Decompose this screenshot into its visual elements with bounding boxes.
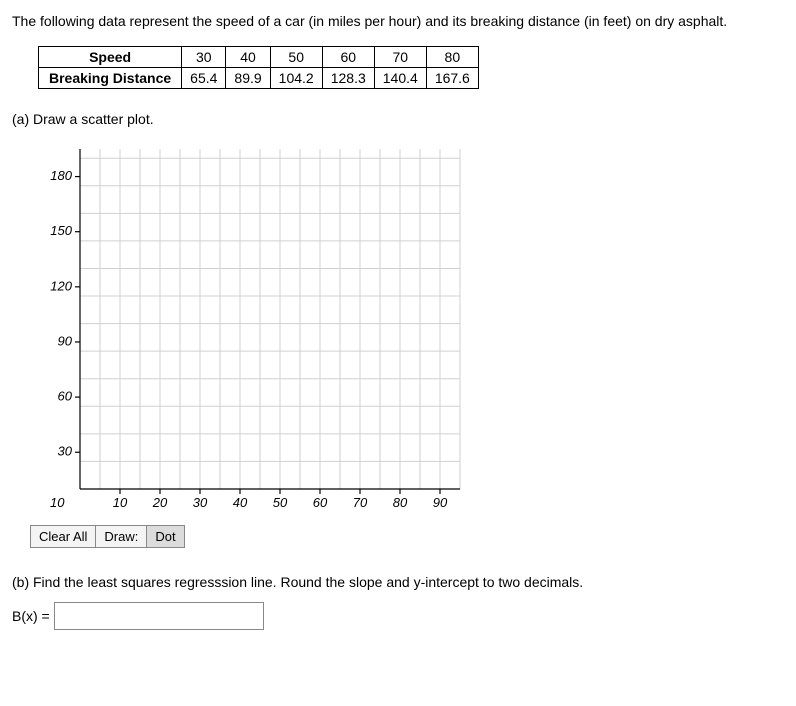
distance-cell: 104.2 — [270, 67, 322, 88]
svg-text:30: 30 — [193, 495, 208, 510]
svg-text:40: 40 — [233, 495, 248, 510]
draw-label: Draw: — [96, 525, 147, 548]
svg-text:90: 90 — [433, 495, 448, 510]
svg-text:20: 20 — [152, 495, 168, 510]
svg-text:120: 120 — [50, 278, 72, 293]
part-a-label: (a) Draw a scatter plot. — [12, 111, 784, 127]
svg-text:180: 180 — [50, 168, 72, 183]
distance-cell: 65.4 — [182, 67, 226, 88]
svg-text:70: 70 — [353, 495, 368, 510]
answer-prefix: B(x) = — [12, 608, 50, 624]
clear-all-button[interactable]: Clear All — [30, 525, 96, 548]
speed-cell: 30 — [182, 46, 226, 67]
speed-row-header: Speed — [39, 46, 182, 67]
scatter-plot[interactable]: 30 60 90 120 150 180 10 20 30 40 50 60 70 80 90 10 — [30, 139, 470, 519]
svg-text:60: 60 — [58, 388, 73, 403]
distance-cell: 128.3 — [322, 67, 374, 88]
speed-cell: 70 — [374, 46, 426, 67]
svg-text:150: 150 — [50, 223, 72, 238]
dot-tool-button[interactable]: Dot — [147, 525, 184, 548]
speed-cell: 40 — [226, 46, 270, 67]
regression-answer-input[interactable] — [54, 602, 264, 630]
data-table: Speed 30 40 50 60 70 80 Breaking Distanc… — [38, 46, 479, 89]
svg-text:10: 10 — [113, 495, 128, 510]
table-row: Breaking Distance 65.4 89.9 104.2 128.3 … — [39, 67, 479, 88]
distance-cell: 167.6 — [426, 67, 478, 88]
table-row: Speed 30 40 50 60 70 80 — [39, 46, 479, 67]
svg-text:30: 30 — [58, 443, 73, 458]
intro-text: The following data represent the speed o… — [12, 12, 784, 32]
speed-cell: 50 — [270, 46, 322, 67]
svg-text:90: 90 — [58, 333, 73, 348]
chart-toolbar: Clear AllDraw:Dot — [30, 525, 784, 548]
svg-text:10: 10 — [50, 495, 65, 510]
speed-cell: 80 — [426, 46, 478, 67]
speed-cell: 60 — [322, 46, 374, 67]
svg-text:50: 50 — [273, 495, 288, 510]
svg-text:60: 60 — [313, 495, 328, 510]
distance-cell: 140.4 — [374, 67, 426, 88]
part-b-label: (b) Find the least squares regresssion l… — [12, 574, 784, 590]
distance-row-header: Breaking Distance — [39, 67, 182, 88]
distance-cell: 89.9 — [226, 67, 270, 88]
svg-text:80: 80 — [393, 495, 408, 510]
